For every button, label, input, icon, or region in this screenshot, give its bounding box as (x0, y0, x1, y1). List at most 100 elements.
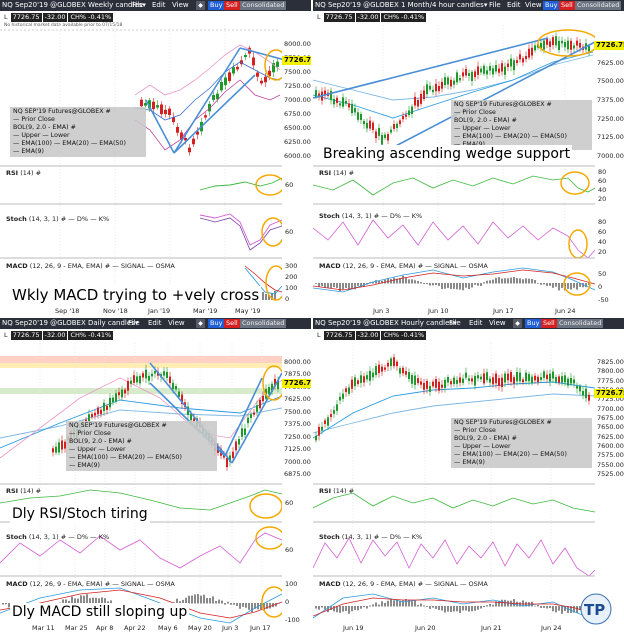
macd-histogram-bar (456, 606, 458, 612)
buy-button[interactable]: Buy (208, 1, 225, 10)
price-tick: 6750.00 (284, 110, 311, 118)
buy-button[interactable]: Buy (208, 319, 225, 328)
candle-body (408, 110, 410, 116)
macd-histogram-bar (501, 278, 503, 284)
candle-body (148, 100, 151, 109)
candle-body (429, 85, 431, 90)
candle-body (327, 417, 329, 426)
menu-edit[interactable]: Edit (152, 1, 166, 9)
macd-histogram-bar (342, 606, 344, 612)
sell-button[interactable]: Sell (559, 1, 575, 10)
menu-file[interactable]: File (128, 319, 140, 327)
menu-view[interactable]: View (525, 1, 542, 9)
menu-file[interactable]: File (132, 1, 144, 9)
candle-body (94, 412, 96, 416)
macd-histogram-bar (351, 283, 353, 289)
macd-histogram-bar (324, 606, 326, 610)
candle-body (567, 378, 569, 386)
sell-button[interactable]: Sell (541, 319, 557, 328)
weekly-macd-histogram (262, 291, 276, 300)
macd-histogram-bar (426, 283, 428, 285)
macd-histogram-bar (224, 603, 226, 605)
month-4h-price-axis[interactable]: 7750.007625.007500.007375.007250.007125.… (595, 24, 624, 314)
menu-file[interactable]: File (449, 319, 461, 327)
menu-view[interactable]: View (489, 319, 506, 327)
hourly-stoch-d (313, 537, 596, 577)
candle-body (318, 426, 320, 436)
macd-histogram-bar (68, 600, 70, 604)
macd-histogram-bar (324, 283, 326, 289)
macd-histogram-bar (330, 606, 332, 611)
sell-button[interactable]: Sell (224, 319, 240, 328)
candle-body (375, 366, 377, 376)
candle-body (393, 357, 395, 367)
candle-body (426, 380, 428, 389)
price-tick: 7825.00 (597, 358, 624, 366)
link-icon[interactable]: ◆ (196, 1, 205, 10)
macd-histogram-bar (462, 606, 464, 611)
candle-body (474, 71, 476, 78)
interval-selector[interactable]: Weekly candles (87, 1, 143, 9)
weekly-rsi-line (199, 177, 283, 191)
candle-body (486, 70, 488, 75)
weekly-bol-lower (134, 79, 281, 151)
macd-histogram-bar (330, 283, 332, 288)
candle-body (345, 100, 347, 104)
candle-body (417, 378, 419, 384)
consolidated-button[interactable]: Consolidated (240, 319, 287, 328)
candle-body (456, 72, 458, 83)
macd-histogram-bar (588, 283, 590, 286)
menu-view[interactable]: View (168, 319, 185, 327)
candle-body (238, 438, 240, 445)
consolidated-button[interactable]: Consolidated (557, 319, 604, 328)
buy-button[interactable]: Buy (543, 1, 560, 10)
legend-ema9: — EMA(9) (454, 141, 589, 149)
macd-histogram-bar (489, 603, 491, 607)
legend-title: NQ SEP'19 Futures@GLOBEX # (13, 108, 111, 115)
price-tick: 7525.00 (597, 470, 624, 478)
menu-edit[interactable]: Edit (148, 319, 162, 327)
menu-edit[interactable]: Edit (469, 319, 483, 327)
candle-body (175, 386, 177, 390)
candle-body (477, 66, 479, 75)
macd-histogram-bar (516, 278, 518, 284)
candle-body (220, 82, 223, 91)
macd-histogram-bar (339, 606, 341, 613)
link-icon[interactable]: ◆ (196, 319, 205, 328)
candle-body (176, 126, 179, 133)
interval-selector[interactable]: Daily candles (87, 319, 135, 327)
buy-button[interactable]: Buy (525, 319, 542, 328)
macd-histogram-bar (275, 603, 277, 607)
macd-histogram-bar (203, 594, 205, 604)
price-tick: 7775.00 (597, 376, 624, 385)
legend-upper-lower: — Upper — Lower (454, 125, 511, 132)
daily-macd-annotation: Dly MACD still sloping up (10, 603, 190, 621)
price-tick: 6875.00 (284, 470, 311, 478)
macd-histogram-bar (540, 606, 542, 608)
interval-selector[interactable]: 1 Month/4 hour candles (400, 1, 484, 9)
chart-title-bar: NQ Sep20'19 @GLOBEX Weekly candles▾ File… (0, 0, 311, 11)
candle-body (121, 389, 123, 398)
menu-edit[interactable]: Edit (507, 1, 521, 9)
hourly-price-axis[interactable]: 7825.007800.007775.007750.007725.007700.… (595, 342, 624, 632)
macd-histogram-bar (321, 283, 323, 287)
macd-histogram-bar (444, 283, 446, 289)
interval-selector[interactable]: Hourly candles (400, 319, 454, 327)
macd-histogram-bar (263, 603, 265, 611)
price-tick: 7550.00 (597, 460, 624, 469)
menu-view[interactable]: View (172, 1, 189, 9)
macd-histogram-bar (318, 606, 320, 610)
price-tick: 7000.00 (597, 152, 624, 160)
macd-histogram-bar (333, 283, 335, 288)
menu-file[interactable]: File (489, 1, 501, 9)
month-4h-annotation: Breaking ascending wedge support (321, 145, 573, 163)
consolidated-button[interactable]: Consolidated (240, 1, 287, 10)
weekly-price-axis[interactable]: 8000.007750.007500.007250.007000.006750.… (282, 24, 311, 314)
sell-button[interactable]: Sell (224, 1, 240, 10)
candle-body (375, 131, 377, 139)
legend-ema9: — EMA(9) (13, 148, 44, 155)
consolidated-button[interactable]: Consolidated (575, 1, 622, 10)
link-icon[interactable]: ◆ (513, 319, 522, 328)
candle-body (140, 99, 143, 107)
candle-body (489, 378, 491, 383)
